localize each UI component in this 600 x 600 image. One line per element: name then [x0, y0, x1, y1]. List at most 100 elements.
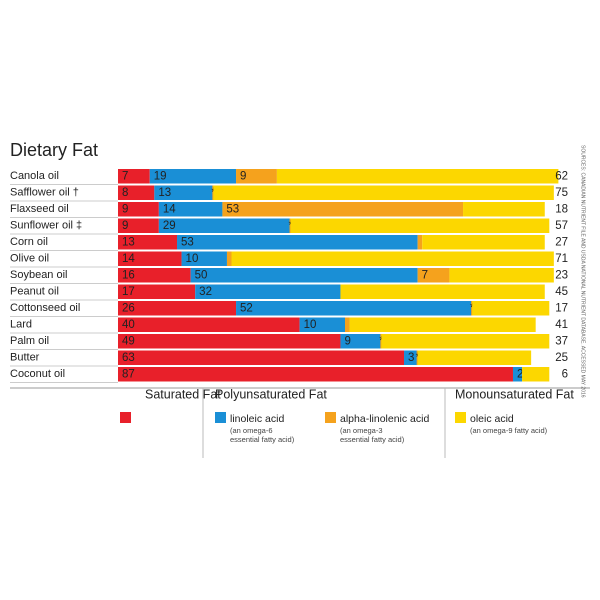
value-label: 9 — [122, 220, 128, 232]
category-label: Lard — [10, 319, 32, 331]
value-label: 29 — [163, 220, 176, 232]
value-label: 18 — [555, 203, 568, 215]
bar-segment — [417, 268, 450, 283]
category-label: Flaxseed oil — [10, 203, 69, 215]
chart-title: Dietary Fat — [10, 140, 98, 160]
category-label: Sunflower oil ‡ — [10, 220, 82, 232]
bar-segment — [381, 334, 550, 349]
legend-note: (an omega-6 — [230, 426, 273, 435]
value-label: 10 — [304, 319, 317, 331]
value-label: 7 — [122, 170, 128, 182]
bar-segment — [118, 169, 150, 184]
category-label: Peanut oil — [10, 286, 59, 298]
value-label: 10 — [186, 253, 199, 265]
value-label: 6 — [562, 368, 568, 380]
legend-note: essential fatty acid) — [230, 435, 295, 444]
category-label: Corn oil — [10, 236, 48, 248]
legend-label: linoleic acid — [230, 413, 284, 425]
category-label: Coconut oil — [10, 368, 65, 380]
bar-segment — [422, 235, 545, 250]
value-label: 23 — [555, 269, 568, 281]
value-label: 41 — [555, 319, 568, 331]
bar-segment — [177, 235, 418, 250]
bar-segment — [181, 251, 227, 266]
value-label: 49 — [122, 335, 135, 347]
bar-segment — [118, 218, 159, 233]
value-label: 9 — [344, 335, 350, 347]
legend-label: oleic acid — [470, 413, 514, 425]
value-label: 17 — [555, 302, 568, 314]
value-label: 50 — [195, 269, 208, 281]
bar-segment — [149, 169, 237, 184]
bar-segment — [340, 334, 382, 349]
bar-segment — [118, 301, 237, 316]
bar-segment — [349, 317, 536, 332]
bar-segment — [213, 185, 554, 200]
bar-segment — [118, 268, 191, 283]
bar-segment — [236, 301, 473, 316]
bar-segment — [236, 169, 277, 184]
bar-segment — [276, 169, 559, 184]
bar-segment — [417, 350, 532, 365]
legend-note: essential fatty acid) — [340, 435, 405, 444]
bar-segment — [299, 317, 345, 332]
bar-segment — [158, 202, 223, 217]
value-label: 40 — [122, 319, 135, 331]
value-label: 16 — [122, 269, 135, 281]
bar-segment — [522, 367, 550, 382]
bar-segment — [195, 284, 341, 299]
bar-segment — [118, 334, 341, 349]
category-label: Soybean oil — [10, 269, 68, 281]
bar-segment — [340, 284, 545, 299]
legend-header: Polyunsaturated Fat — [215, 387, 327, 401]
value-label: 14 — [122, 253, 135, 265]
legend-swatch — [325, 412, 336, 423]
value-label: 17 — [122, 286, 135, 298]
bar-segment — [118, 251, 182, 266]
bar-segment — [222, 202, 464, 217]
bar-segment — [345, 317, 350, 332]
bar-segment — [231, 251, 554, 266]
category-label: Olive oil — [10, 253, 49, 265]
value-label: 63 — [122, 352, 135, 364]
bar-segment — [118, 235, 178, 250]
source: SOURCES: CANADIAN NUTRIENT FILE AND USDA… — [580, 145, 586, 398]
legend-swatch — [120, 412, 131, 423]
value-label: 57 — [555, 220, 568, 232]
value-label: 9 — [122, 203, 128, 215]
value-label: 32 — [199, 286, 212, 298]
legend-note: (an omega-9 fatty acid) — [470, 426, 548, 435]
bar-segment — [290, 218, 550, 233]
bar-segment — [118, 202, 159, 217]
value-label: 7 — [422, 269, 428, 281]
value-label: 13 — [158, 187, 171, 199]
legend-header: Monounsaturated Fat — [455, 387, 574, 401]
value-label: 2 — [517, 368, 523, 380]
value-label: 62 — [555, 170, 568, 182]
value-label: 87 — [122, 368, 135, 380]
value-label: 19 — [154, 170, 167, 182]
value-label: 53 — [226, 203, 239, 215]
value-label: 45 — [555, 286, 568, 298]
category-label: Safflower oil † — [10, 187, 79, 199]
value-label: 25 — [555, 352, 568, 364]
value-label: 14 — [163, 203, 176, 215]
value-label: 3 — [408, 352, 414, 364]
category-label: Cottonseed oil — [10, 302, 80, 314]
value-label: 71 — [555, 253, 568, 265]
bar-segment — [463, 202, 545, 217]
bar-segment — [190, 268, 418, 283]
value-label: 52 — [240, 302, 253, 314]
value-label: 75 — [555, 187, 568, 199]
category-label: Canola oil — [10, 170, 59, 182]
value-label: 8 — [122, 187, 128, 199]
value-label: 27 — [555, 236, 568, 248]
bar-segment — [118, 317, 300, 332]
legend-header: Saturated Fat — [145, 387, 221, 401]
value-label: 53 — [181, 236, 194, 248]
bar-segment — [472, 301, 550, 316]
bar-segment — [154, 185, 214, 200]
bar-segment — [449, 268, 554, 283]
category-label: Palm oil — [10, 335, 49, 347]
bar-segment — [417, 235, 423, 250]
